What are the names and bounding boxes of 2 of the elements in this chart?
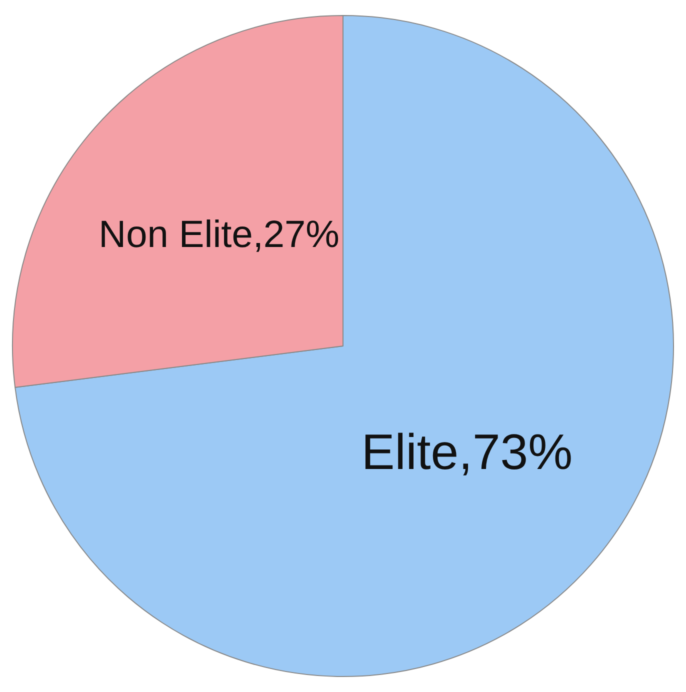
slice-label: Non Elite,27% [98,214,340,256]
slice-label: Elite,73% [361,424,573,480]
